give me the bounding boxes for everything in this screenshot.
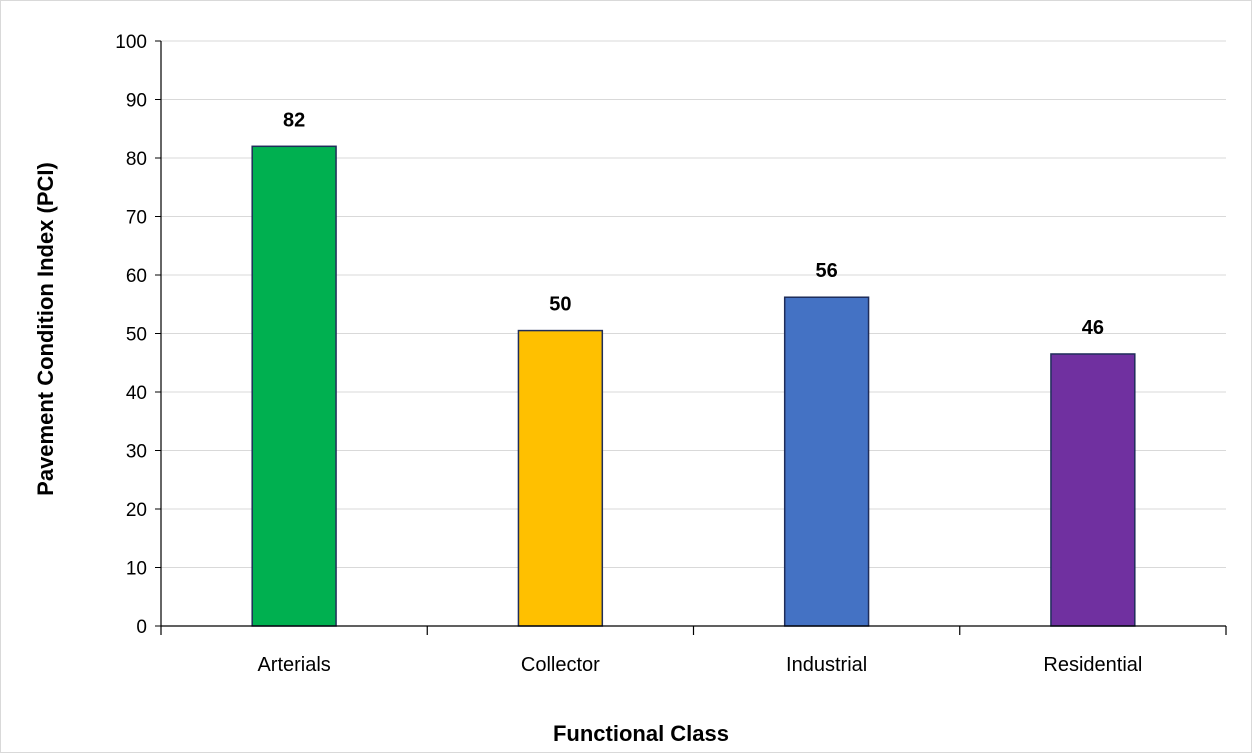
x-axis-categories: Arterials Collector Industrial Residential	[257, 654, 1142, 676]
y-tick-label: 90	[126, 91, 147, 112]
x-category-label: Industrial	[786, 654, 867, 676]
y-axis-ticks: 0 10 20 30 40 50 60 70 80 90 100	[115, 32, 161, 638]
y-tick-label: 50	[126, 325, 147, 346]
bars	[251, 145, 1136, 627]
data-label: 56	[816, 260, 838, 282]
x-category-label: Collector	[521, 654, 600, 676]
y-axis-title: Pavement Condition Index (PCI)	[33, 162, 58, 496]
data-label: 50	[549, 294, 571, 316]
data-label: 82	[283, 109, 305, 131]
data-labels: 82 50 56 46	[283, 109, 1104, 339]
y-tick-label: 20	[126, 500, 147, 521]
y-tick-label: 30	[126, 442, 147, 463]
bar-collector	[517, 329, 604, 627]
bar-arterials	[251, 145, 337, 627]
y-tick-label: 70	[126, 208, 147, 229]
y-tick-label: 0	[136, 617, 147, 638]
x-axis-title: Functional Class	[553, 721, 729, 746]
y-tick-label: 40	[126, 383, 147, 404]
bar-residential	[1050, 353, 1136, 627]
y-tick-label: 80	[126, 149, 147, 170]
axes	[160, 41, 1227, 635]
y-tick-label: 100	[115, 32, 147, 53]
y-tick-label: 60	[126, 266, 147, 287]
x-category-label: Residential	[1043, 654, 1142, 676]
bar-industrial	[783, 296, 870, 627]
y-tick-label: 10	[126, 559, 147, 580]
data-label: 46	[1082, 317, 1104, 339]
gridlines	[161, 40, 1226, 568]
x-category-label: Arterials	[257, 654, 330, 676]
